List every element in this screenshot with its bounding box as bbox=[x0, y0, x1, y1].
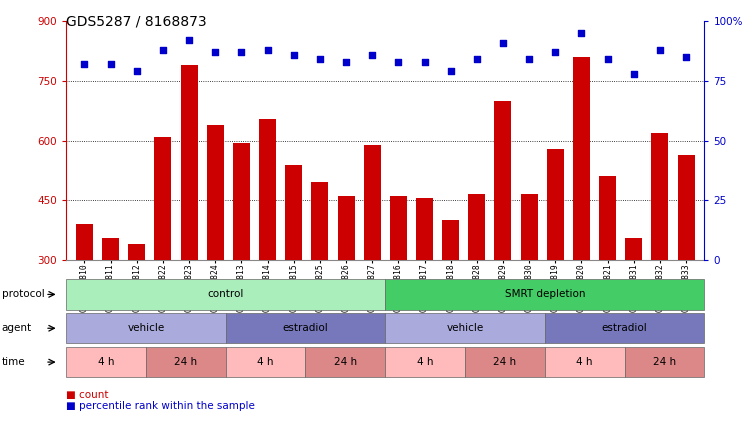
Text: SMRT depletion: SMRT depletion bbox=[505, 289, 585, 299]
Text: 4 h: 4 h bbox=[417, 357, 433, 367]
Point bbox=[340, 58, 352, 65]
Point bbox=[183, 37, 195, 44]
Text: 24 h: 24 h bbox=[174, 357, 198, 367]
Point bbox=[78, 61, 90, 68]
Bar bbox=[677, 154, 695, 380]
Point bbox=[575, 30, 587, 36]
Bar bbox=[180, 65, 198, 380]
Bar bbox=[390, 196, 407, 380]
Bar bbox=[312, 182, 328, 380]
Bar bbox=[337, 196, 354, 380]
Text: control: control bbox=[207, 289, 244, 299]
Point bbox=[654, 47, 666, 53]
Text: vehicle: vehicle bbox=[127, 323, 164, 333]
Text: 24 h: 24 h bbox=[653, 357, 676, 367]
Text: ■ percentile rank within the sample: ■ percentile rank within the sample bbox=[66, 401, 255, 411]
Bar bbox=[363, 145, 381, 380]
Bar bbox=[520, 195, 538, 380]
Text: estradiol: estradiol bbox=[602, 323, 647, 333]
Point bbox=[157, 47, 169, 53]
Point bbox=[366, 51, 379, 58]
Bar bbox=[155, 137, 171, 380]
Point bbox=[104, 61, 116, 68]
Text: time: time bbox=[2, 357, 25, 367]
Text: vehicle: vehicle bbox=[446, 323, 484, 333]
Text: protocol: protocol bbox=[2, 289, 44, 299]
Bar bbox=[547, 148, 564, 380]
Point bbox=[471, 56, 483, 63]
Point bbox=[497, 39, 509, 46]
Text: 4 h: 4 h bbox=[258, 357, 274, 367]
Text: GDS5287 / 8168873: GDS5287 / 8168873 bbox=[66, 15, 207, 29]
Text: ■ count: ■ count bbox=[66, 390, 109, 400]
Point bbox=[314, 56, 326, 63]
Bar bbox=[416, 198, 433, 380]
Bar bbox=[128, 244, 145, 380]
Point bbox=[288, 51, 300, 58]
Point bbox=[131, 68, 143, 75]
Point bbox=[549, 49, 561, 55]
Point bbox=[628, 70, 640, 77]
Bar bbox=[102, 238, 119, 380]
Bar bbox=[626, 238, 642, 380]
Bar bbox=[259, 119, 276, 380]
Text: 24 h: 24 h bbox=[493, 357, 517, 367]
Text: 4 h: 4 h bbox=[98, 357, 114, 367]
Point bbox=[261, 47, 273, 53]
Point bbox=[602, 56, 614, 63]
Point bbox=[523, 56, 535, 63]
Bar bbox=[442, 220, 459, 380]
Point bbox=[680, 54, 692, 60]
Bar bbox=[651, 133, 668, 380]
Point bbox=[392, 58, 404, 65]
Text: estradiol: estradiol bbox=[282, 323, 328, 333]
Bar bbox=[599, 176, 616, 380]
Bar bbox=[207, 125, 224, 380]
Bar bbox=[76, 224, 93, 380]
Bar bbox=[233, 143, 250, 380]
Point bbox=[418, 58, 430, 65]
Point bbox=[210, 49, 222, 55]
Point bbox=[445, 68, 457, 75]
Text: 24 h: 24 h bbox=[333, 357, 357, 367]
Bar bbox=[469, 195, 485, 380]
Text: agent: agent bbox=[2, 323, 32, 333]
Text: 4 h: 4 h bbox=[577, 357, 593, 367]
Bar bbox=[573, 57, 590, 380]
Point bbox=[235, 49, 247, 55]
Bar bbox=[285, 165, 302, 380]
Bar bbox=[494, 101, 511, 380]
